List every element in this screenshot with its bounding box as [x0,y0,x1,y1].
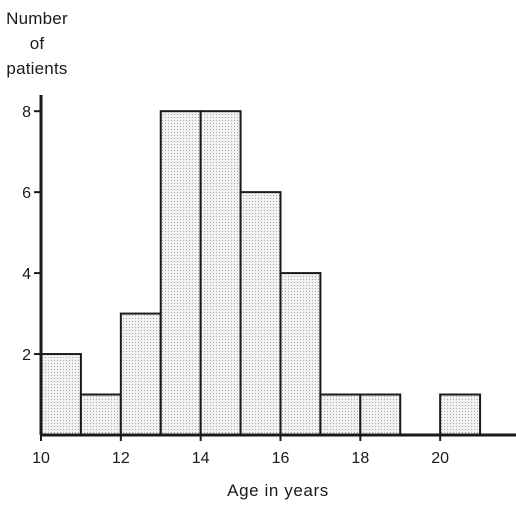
y-tick-label-8: 8 [22,104,31,121]
x-tick-label-10: 10 [32,450,50,467]
bar-12-13 [119,312,162,437]
y-tick-label-4: 4 [22,266,31,283]
bar-20-21 [439,393,482,436]
axes-group: 10 12 14 16 18 20 2 4 6 8 [22,95,516,467]
bar-17-18 [319,393,362,436]
y-axis-title-line-2: of [29,34,45,53]
y-axis-title-line-1: Number [6,9,68,28]
y-tick-label-2: 2 [22,347,31,364]
bar-11-12 [79,393,122,436]
y-tick-label-6: 6 [22,185,31,202]
x-tick-label-20: 20 [431,450,449,467]
x-axis-title: Age in years [227,481,329,500]
bars-group [40,110,482,437]
bar-14-15 [199,110,242,436]
x-tick-label-18: 18 [351,450,369,467]
bar-10-11 [40,353,82,436]
bar-13-14 [159,110,202,436]
y-axis-title-line-3: patients [6,59,68,78]
y-axis-title: Number of patients [4,6,70,81]
bar-18-19 [359,393,402,436]
x-tick-label-14: 14 [192,450,210,467]
x-tick-label-12: 12 [112,450,130,467]
x-tick-label-16: 16 [272,450,290,467]
bar-16-17 [279,272,322,436]
bar-15-16 [239,191,282,436]
